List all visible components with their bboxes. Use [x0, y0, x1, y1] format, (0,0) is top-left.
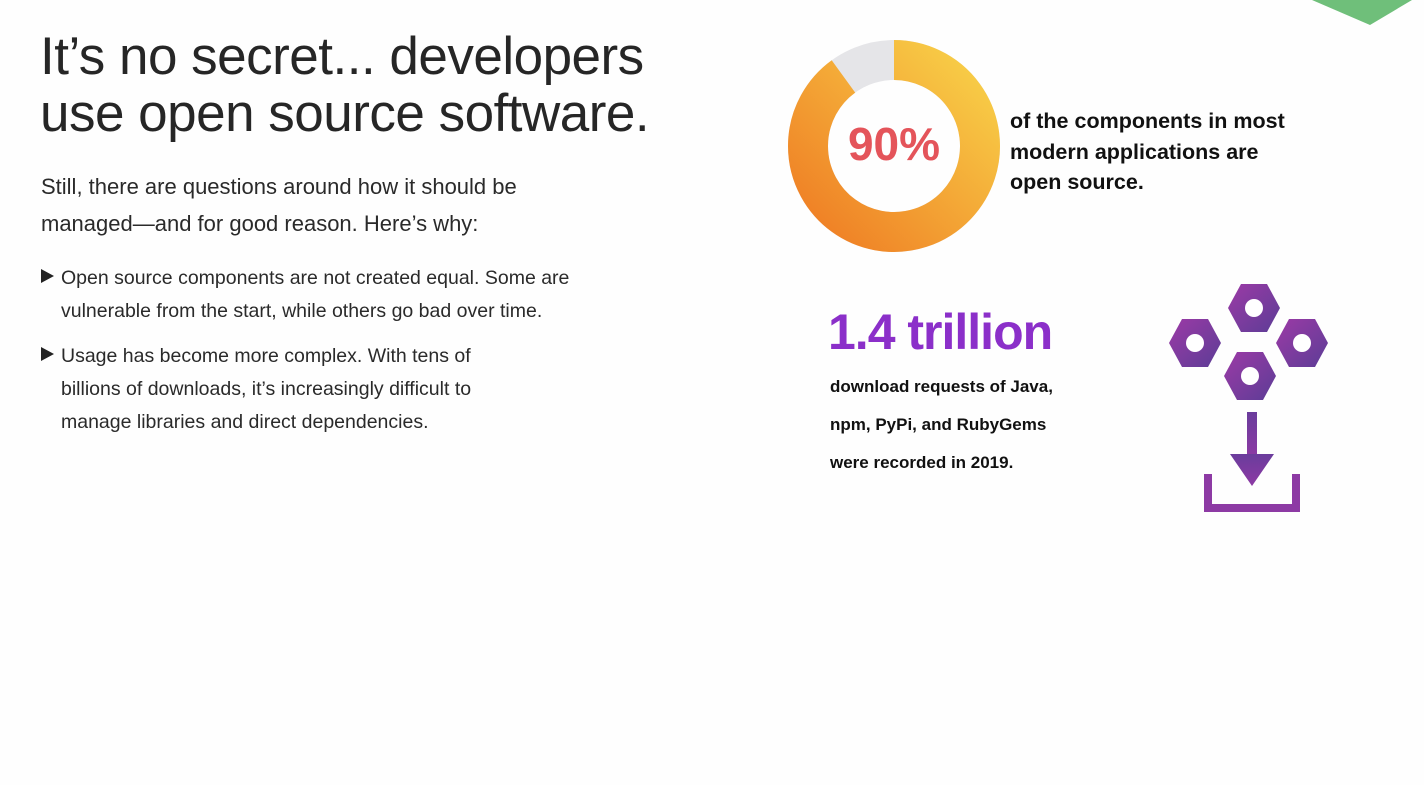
percent-description-line-1: of the components in most — [1010, 109, 1285, 133]
list-item-line: Usage has become more complex. With tens… — [61, 345, 471, 367]
list-item-line: vulnerable from the start, while others … — [61, 300, 543, 322]
corner-triangle — [1312, 0, 1412, 25]
downloads-description-line-1: download requests of Java, — [830, 377, 1053, 396]
percent-value: 90% — [847, 118, 941, 170]
intro-line-2: managed—and for good reason. Here’s why: — [41, 211, 479, 236]
reasons-list: Open source components are not created e… — [41, 262, 681, 451]
percent-description-line-2: modern applications are — [1010, 139, 1259, 164]
downloads-stat-description: download requests of Java, npm, PyPi, an… — [830, 368, 1160, 482]
triangle-right-icon — [41, 269, 54, 283]
list-item-line: manage libraries and direct dependencies… — [61, 411, 429, 433]
list-item-line: billions of downloads, it’s increasingly… — [61, 378, 472, 400]
downloads-stat-value: 1.4 trillion — [828, 304, 1053, 360]
downloads-description-line-3: were recorded in 2019. — [830, 453, 1014, 472]
percent-description-line-3: open source. — [1010, 170, 1144, 194]
list-item: Open source components are not created e… — [41, 262, 681, 328]
hexagon-cluster — [1169, 284, 1328, 400]
hexagon-packages-download-icon — [1169, 284, 1328, 512]
intro-paragraph: Still, there are questions around how it… — [41, 168, 681, 242]
percent-description: of the components in most modern applica… — [1010, 106, 1340, 198]
open-source-donut-chart — [788, 40, 1000, 252]
list-item: Usage has become more complex. With tens… — [41, 340, 681, 439]
page-title-line-1: It’s no secret... developers — [40, 27, 644, 86]
page-title-line-2: use open source software. — [40, 84, 650, 143]
triangle-right-icon — [41, 347, 54, 361]
download-arrow — [1204, 412, 1300, 512]
intro-line-1: Still, there are questions around how it… — [41, 174, 517, 199]
list-item-line: Open source components are not created e… — [61, 267, 570, 289]
downloads-description-line-2: npm, PyPi, and RubyGems — [830, 415, 1047, 434]
page-title: It’s no secret... developers use open so… — [40, 28, 740, 142]
donut-value-arc — [788, 40, 1000, 252]
